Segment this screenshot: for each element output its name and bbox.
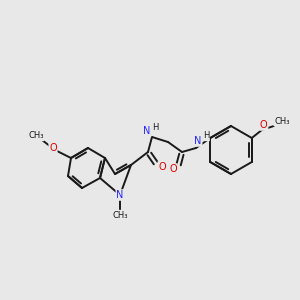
Text: O: O <box>158 162 166 172</box>
Text: H: H <box>152 122 158 131</box>
Text: N: N <box>116 190 124 200</box>
Text: N: N <box>143 126 151 136</box>
Text: O: O <box>169 164 177 174</box>
Text: H: H <box>203 131 209 140</box>
Text: CH₃: CH₃ <box>274 116 290 125</box>
Text: CH₃: CH₃ <box>28 131 44 140</box>
Text: O: O <box>49 143 57 153</box>
Text: O: O <box>260 120 268 130</box>
Text: N: N <box>194 136 202 146</box>
Text: CH₃: CH₃ <box>112 211 128 220</box>
